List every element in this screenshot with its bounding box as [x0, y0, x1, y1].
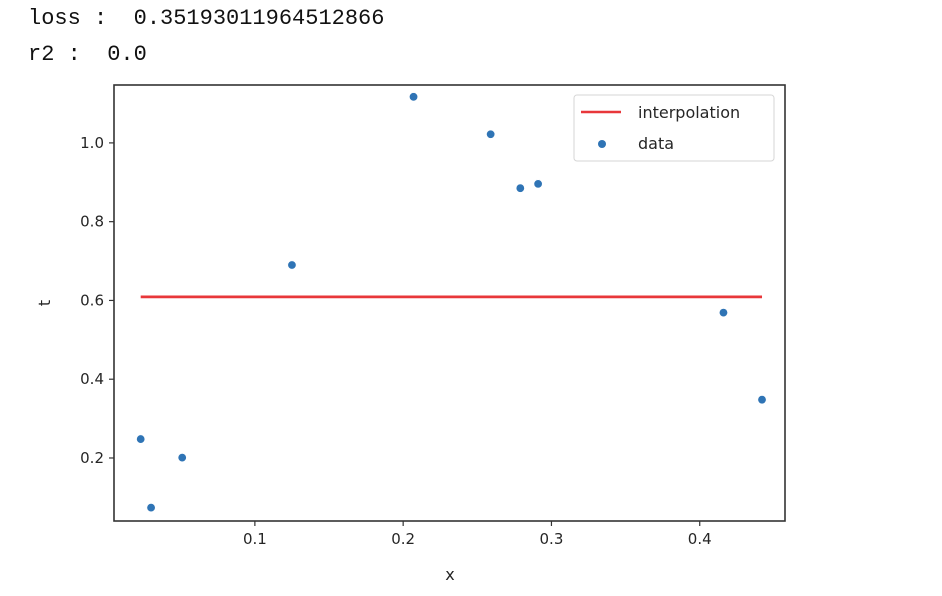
x-axis-label: x — [445, 565, 454, 584]
y-tick-label: 0.2 — [80, 449, 104, 467]
data-point — [409, 92, 419, 102]
legend-box — [573, 94, 775, 162]
y-tick-label: 1.0 — [80, 134, 104, 152]
axes-frame — [113, 84, 786, 522]
data-point — [287, 260, 297, 270]
x-tick-label: 0.4 — [688, 530, 712, 548]
x-tick-label: 0.1 — [243, 530, 267, 548]
data-point — [533, 179, 543, 189]
x-tick-label: 0.2 — [391, 530, 415, 548]
legend: interpolation data — [573, 94, 775, 162]
data-point — [146, 503, 156, 513]
data-point — [718, 308, 728, 318]
y-tick-label: 0.4 — [80, 370, 104, 388]
data-point — [177, 453, 187, 463]
plot-area — [136, 92, 767, 513]
y-tick-label: 0.6 — [80, 291, 104, 309]
y-tick-label: 0.8 — [80, 213, 104, 231]
data-point — [757, 395, 767, 405]
y-axis-label: t — [35, 300, 54, 306]
legend-label-interpolation: interpolation — [638, 103, 740, 122]
loss-output: loss : 0.35193011964512866 — [28, 6, 385, 31]
data-point — [515, 183, 525, 193]
data-point — [136, 434, 146, 444]
axis-ticks: 0.1 0.2 0.3 0.4 0.2 0.4 0.6 0.8 1.0 — [80, 134, 712, 548]
legend-label-data: data — [638, 134, 674, 153]
x-tick-label: 0.3 — [540, 530, 564, 548]
legend-dot-swatch — [598, 140, 606, 148]
r2-output: r2 : 0.0 — [28, 42, 147, 67]
data-point — [486, 129, 496, 139]
